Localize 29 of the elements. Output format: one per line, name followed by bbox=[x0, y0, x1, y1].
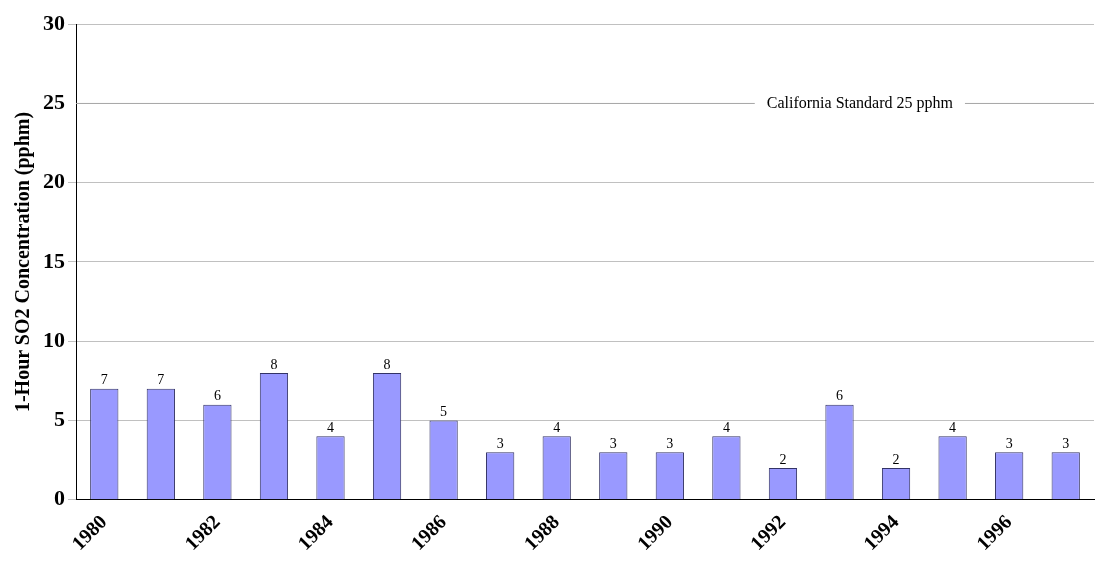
data-label: 4 bbox=[327, 420, 334, 436]
data-label: 7 bbox=[100, 372, 108, 388]
data-label: 3 bbox=[496, 435, 504, 451]
data-label: 8 bbox=[270, 356, 278, 372]
data-label: 7 bbox=[157, 372, 165, 388]
y-tick-label: 25 bbox=[43, 89, 65, 115]
data-label: 3 bbox=[666, 435, 674, 451]
data-label: 2 bbox=[779, 451, 787, 467]
y-tick-label: 5 bbox=[54, 406, 65, 432]
y-tick-label: 15 bbox=[43, 247, 65, 273]
data-label: 3 bbox=[1005, 435, 1013, 451]
data-label: 4 bbox=[949, 420, 957, 436]
data-label: 6 bbox=[213, 388, 221, 404]
ref-line-label: California Standard 25 pphm bbox=[766, 93, 954, 112]
data-label: 3 bbox=[1062, 435, 1070, 451]
data-label: 4 bbox=[553, 420, 561, 436]
data-label: 3 bbox=[609, 435, 617, 451]
data-label: 6 bbox=[836, 388, 843, 404]
data-label: 8 bbox=[383, 356, 391, 372]
y-tick-label: 30 bbox=[43, 9, 65, 35]
x-tick-label: 1990 bbox=[632, 510, 677, 554]
data-label: 4 bbox=[722, 420, 730, 436]
data-label: 5 bbox=[440, 404, 448, 420]
y-tick-label: 20 bbox=[43, 168, 65, 194]
data-label: 2 bbox=[892, 451, 900, 467]
x-tick-label: 1980 bbox=[66, 510, 111, 554]
y-axis-title: 1-Hour SO2 Concentration (pphm) bbox=[11, 111, 35, 413]
y-tick-label: 0 bbox=[54, 485, 65, 511]
y-tick-label: 10 bbox=[43, 326, 65, 352]
